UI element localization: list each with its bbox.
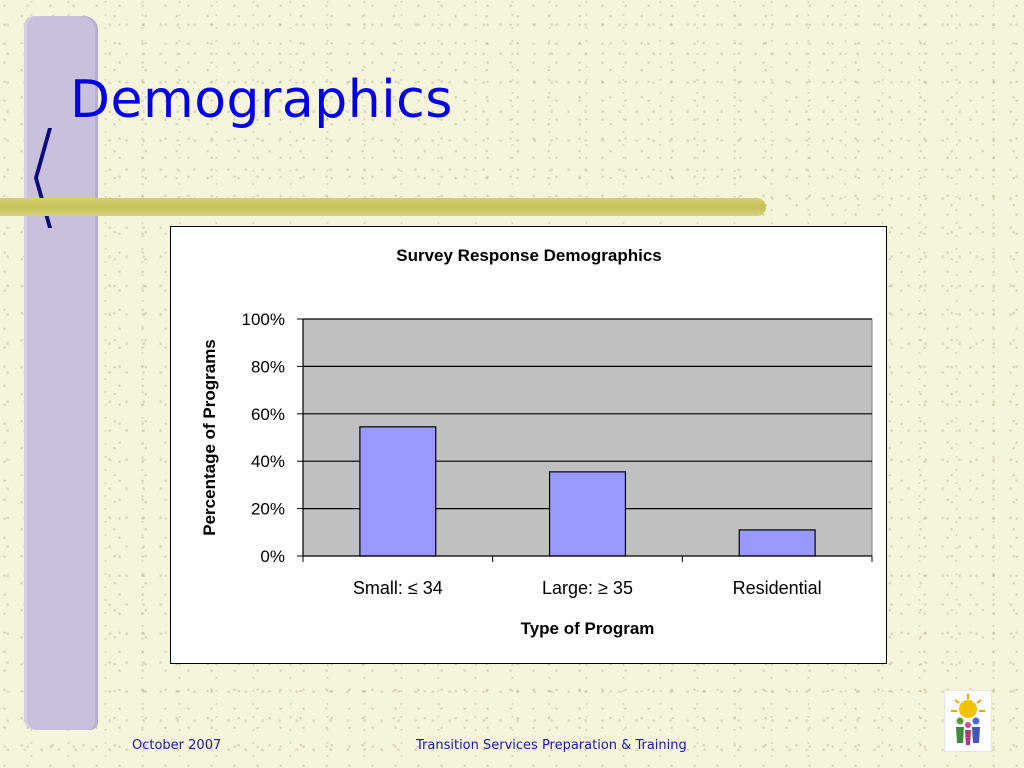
decorative-side-bar	[24, 16, 98, 730]
footer-title: Transition Services Preparation & Traini…	[416, 738, 687, 753]
y-axis-label: Percentage of Programs	[200, 339, 219, 536]
y-tick-label: 40%	[251, 452, 285, 471]
x-tick-labels: Small: ≤ 34 Large: ≥ 35 Residential	[353, 578, 822, 598]
y-tick-labels: 0% 20% 40% 60% 80% 100%	[242, 310, 285, 566]
bar	[548, 471, 627, 557]
people-celebration-logo-icon	[944, 690, 992, 752]
footer-date: October 2007	[132, 738, 222, 753]
y-tick-label: 100%	[242, 310, 285, 329]
chart-container: Survey Response Demographics 0% 20% 40% 60%…	[170, 226, 887, 664]
x-tick-label: Residential	[733, 578, 822, 598]
y-tick-label: 20%	[251, 500, 285, 519]
y-tick-label: 60%	[251, 405, 285, 424]
bar	[359, 426, 437, 557]
bar	[738, 529, 816, 557]
axes-group	[297, 318, 873, 562]
accent-stripe	[0, 198, 766, 216]
bar-chart: Survey Response Demographics 0% 20% 40% 60%…	[200, 246, 873, 638]
x-tick-label: Small: ≤ 34	[353, 578, 443, 598]
x-tick-label: Large: ≥ 35	[542, 578, 633, 598]
x-axis-label: Type of Program	[521, 619, 655, 638]
y-tick-label: 80%	[251, 357, 285, 376]
chart-title: Survey Response Demographics	[396, 246, 661, 265]
slide-title: Demographics	[70, 70, 453, 130]
bars-group	[359, 426, 816, 557]
y-tick-label: 0%	[260, 547, 285, 566]
